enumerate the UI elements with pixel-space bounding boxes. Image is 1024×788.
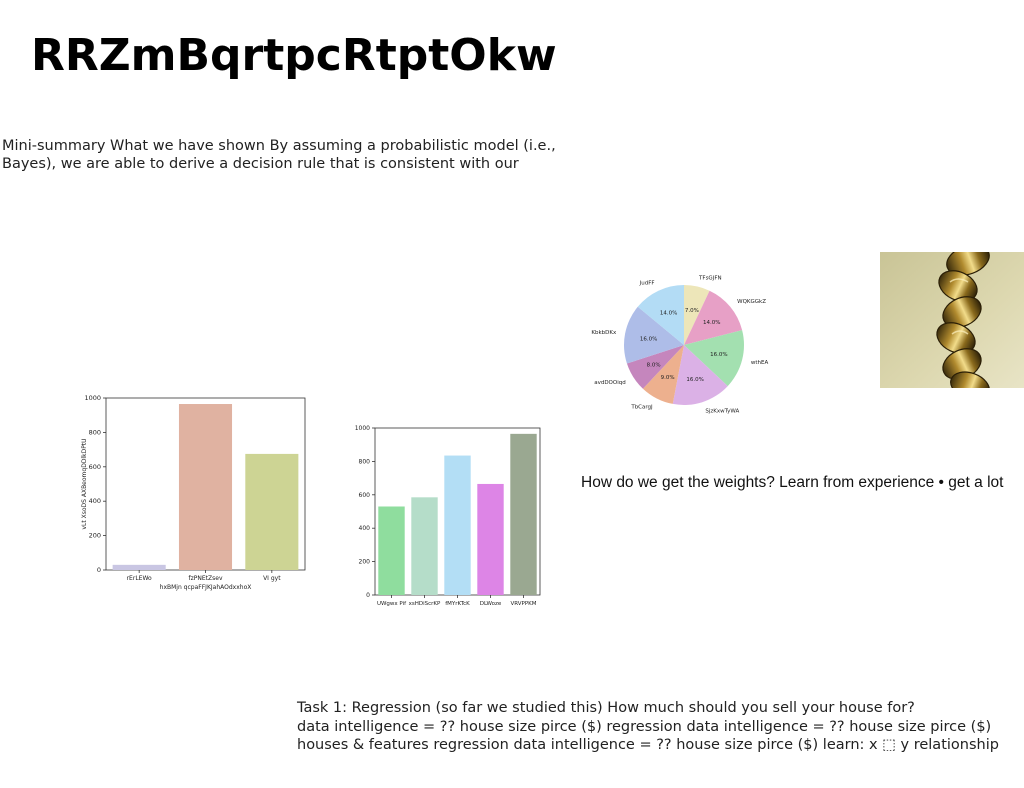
weights-question-text: How do we get the weights? Learn from ex… — [581, 474, 1004, 491]
y-tick-label: 600 — [89, 463, 101, 471]
pie-chart: 7.0% TFsGJFN 14.0% WQKGGkZ 16.0% wthEA 16.0% Sj… — [591, 276, 769, 415]
x-tick-label: VI gyt — [263, 575, 281, 582]
bar-chart-1: 0 200 400 600 800 1000 rErLEWo fzPNEtZsev VI gyt… — [81, 394, 306, 591]
bar — [112, 564, 166, 570]
pie-slice-label: avdDOOiqd — [594, 380, 626, 386]
pie-slice — [684, 285, 710, 345]
pie-percent-label: 9.0% — [661, 375, 675, 381]
pie-slice-label: JudFF — [639, 281, 655, 287]
pie-slice-label: KbkbDKx — [591, 330, 617, 336]
pie-percent-label: 14.0% — [660, 310, 677, 316]
pie-percent-label: 16.0% — [686, 377, 703, 383]
pie-slice — [684, 290, 743, 345]
bar — [378, 506, 405, 595]
pie-slice — [684, 330, 744, 387]
task-line: houses & features regression data intell… — [297, 737, 999, 753]
mini-summary-text: Mini-summary What we have shown By assum… — [2, 138, 556, 172]
pie-slice-label: WQKGGkZ — [737, 299, 766, 305]
x-tick-label: rErLEWo — [127, 575, 152, 582]
pie-slice-label: wthEA — [751, 360, 769, 366]
task-line: data intelligence = ?? house size pirce … — [297, 718, 992, 735]
pie-percent-label: 14.0% — [703, 320, 720, 326]
y-tick-label: 400 — [89, 497, 101, 505]
bar — [178, 404, 233, 570]
y-tick-label: 600 — [359, 492, 371, 499]
bar — [510, 433, 537, 595]
y-tick-label: 200 — [89, 532, 101, 540]
bar — [411, 497, 438, 595]
pie-slice — [624, 306, 684, 364]
pie-percent-label: 16.0% — [640, 336, 657, 342]
y-tick-label: 0 — [97, 566, 101, 574]
y-tick-label: 200 — [359, 559, 371, 566]
y-axis-label: vLt XsoDS AXBeomqDDlkDPtU — [81, 438, 88, 529]
task-description: Task 1: Regression (so far we studied th… — [297, 699, 1017, 755]
x-tick-label: VRVPPKM — [510, 601, 536, 607]
y-tick-label: 1000 — [84, 394, 101, 402]
x-tick-label: xsHDiScrKP — [409, 601, 441, 607]
x-tick-label: UWgwx Pif — [377, 601, 407, 607]
bar-chart-2: 0 200 400 600 800 1000 UWgwx Pif xsHDiScrKP fMYr… — [355, 425, 541, 607]
x-tick-label: fzPNEtZsev — [189, 575, 223, 582]
pie-percent-label: 7.0% — [685, 308, 699, 314]
pie-slice — [637, 285, 684, 345]
y-tick-label: 1000 — [355, 425, 370, 432]
pie-slice-label: SjzKxwTyWA — [705, 409, 739, 415]
bar — [245, 453, 299, 570]
x-tick-label: DLWoze — [480, 601, 502, 607]
x-axis-label: hxBMjn qcpaFFJKJahAOdxxhoX — [160, 584, 252, 591]
y-tick-label: 800 — [89, 428, 101, 436]
bar — [477, 483, 504, 595]
task-line: Task 1: Regression (so far we studied th… — [297, 700, 915, 716]
bar — [444, 455, 471, 595]
x-tick-label: fMYrKTcK — [445, 601, 470, 607]
pie-percent-label: 16.0% — [710, 352, 727, 358]
pie-slice-label: TFsGJFN — [698, 276, 722, 282]
y-tick-label: 400 — [359, 525, 371, 532]
pie-percent-label: 8.0% — [647, 362, 661, 368]
pie-slice — [626, 345, 684, 389]
slide-title: RRZmBqrtpcRtptOkw — [31, 30, 557, 81]
gold-chain-photo — [880, 252, 1024, 388]
pie-slice — [642, 345, 684, 404]
pie-slice — [672, 345, 728, 405]
y-tick-label: 800 — [359, 458, 371, 465]
y-tick-label: 0 — [366, 592, 370, 599]
pie-slice-label: TbCargJ — [630, 404, 653, 410]
